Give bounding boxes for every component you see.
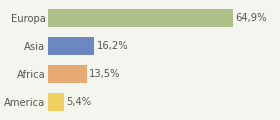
Text: 64,9%: 64,9% xyxy=(235,13,267,23)
Text: 16,2%: 16,2% xyxy=(97,41,128,51)
Bar xyxy=(48,93,64,111)
Bar xyxy=(48,37,94,55)
Bar xyxy=(48,9,233,27)
Text: 5,4%: 5,4% xyxy=(66,97,91,107)
Bar xyxy=(48,65,87,83)
Text: 13,5%: 13,5% xyxy=(89,69,120,79)
